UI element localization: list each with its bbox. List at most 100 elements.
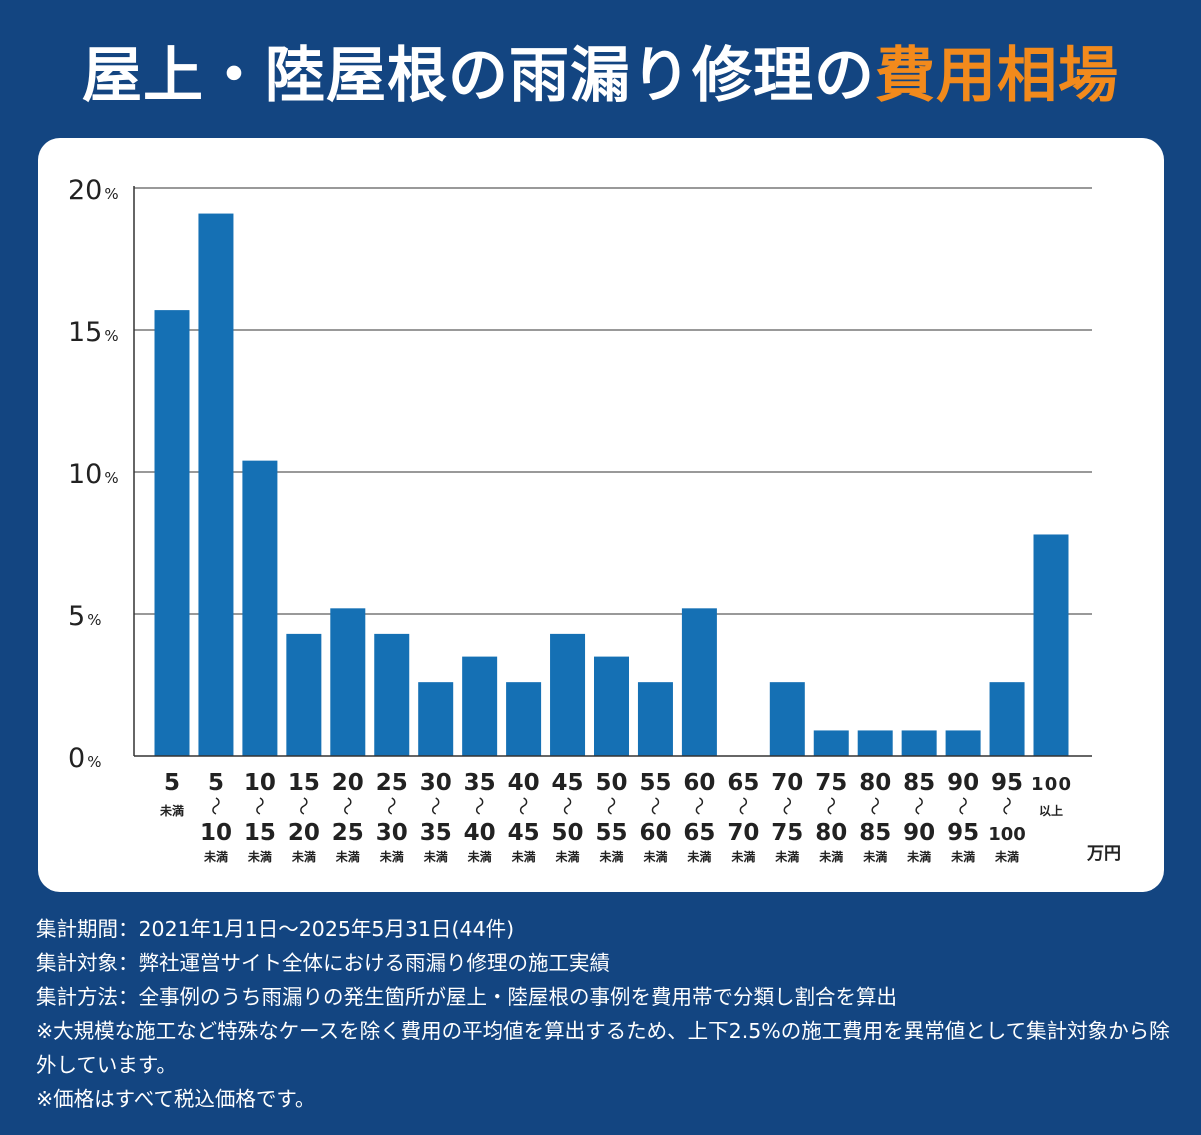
bar [989,682,1025,756]
x-tick-label-bottom: 35 [420,820,452,846]
range-connector [871,797,879,815]
x-tick-label-top: 25 [376,770,408,796]
bar [374,633,410,756]
bar [857,730,893,756]
x-tick-label-top: 35 [464,770,496,796]
note-period: 集計期間：2021年1月1日～2025年5月31日(44件) [36,917,515,941]
x-tick-note: 未満 [379,849,404,864]
bar [550,633,586,756]
range-connector [915,797,923,815]
notes: 集計期間：2021年1月1日～2025年5月31日(44件) 集計対象：弊社運営… [36,912,1176,1116]
range-connector [563,797,572,815]
range-connector [783,797,792,815]
x-tick-note: 未満 [203,849,228,864]
bar [945,730,981,756]
x-tick-note: 未満 [423,849,448,864]
x-tick-note: 未満 [642,849,667,864]
bar [681,608,717,756]
bar [154,310,190,756]
x-tick-note: 未満 [862,849,887,864]
bar [462,656,498,756]
chart-card: 0% 5% 10% 15% 20% 5 未満 5 10 未満 10 15 未満 15 20 未満 20 25 未満 2… [38,138,1164,892]
range-connector [212,797,220,815]
range-connector [256,797,264,815]
x-tick-note: 未満 [686,849,711,864]
x-tick-label-bottom: 30 [376,820,408,846]
x-tick-label-bottom: 60 [639,820,671,846]
bar [506,682,542,756]
x-tick-note: 以上 [1039,803,1063,818]
y-tick-unit: % [104,469,118,487]
x-tick-label-bottom: 10 [200,820,232,846]
x-tick-note: 未満 [774,849,799,864]
x-tick-label-top: 5 [208,770,224,796]
x-tick-note: 未満 [818,849,843,864]
range-connector [300,797,308,815]
x-tick-note: 未満 [555,849,580,864]
x-tick-label-bottom: 40 [464,820,496,846]
range-connector [607,797,616,815]
y-tick-label: 15% [68,317,119,348]
x-tick-label-bottom: 25 [332,820,364,846]
range-connector [959,797,967,815]
x-tick-label-top: 55 [639,770,671,796]
x-tick-label-top: 50 [595,770,627,796]
title-main: 屋上・陸屋根の雨漏り修理の [82,41,875,111]
bar [594,656,629,756]
range-connector [475,797,484,815]
x-tick-note: 未満 [598,849,623,864]
range-connector [519,797,528,815]
x-tick-label-top: 95 [991,770,1023,796]
x-tick-label-bottom: 90 [903,820,935,846]
note-tax: ※価格はすべて税込価格です。 [36,1087,316,1111]
y-tick-unit: % [104,185,118,203]
y-tick-unit: % [87,753,101,771]
x-tick-label-bottom: 15 [244,820,276,846]
x-tick-label-top: 90 [947,770,979,796]
x-tick-label-top: 30 [420,770,452,796]
x-tick-label-top: 20 [332,770,364,796]
x-tick-note: 未満 [906,849,931,864]
bar [769,682,805,756]
range-connector [431,797,440,815]
note-exclusion: ※大規模な施工など特殊なケースを除く費用の平均値を算出するため、上下2.5%の施… [36,1019,1170,1077]
x-tick-label-top: 100 [1031,774,1071,795]
x-tick-note: 未満 [247,849,272,864]
y-tick-label: 5% [68,601,101,632]
x-tick-label-bottom: 65 [683,820,715,846]
x-tick-note: 未満 [159,803,184,818]
bar [637,682,673,756]
bar [242,460,278,756]
note-target: 集計対象：弊社運営サイト全体における雨漏り修理の施工実績 [36,951,610,975]
y-tick-label: 0% [68,743,101,774]
x-tick-label-top: 15 [288,770,320,796]
x-tick-note: 未満 [335,849,360,864]
x-tick-note: 未満 [511,849,536,864]
x-tick-label-top: 75 [815,770,847,796]
x-tick-label-top: 60 [683,770,715,796]
y-tick-unit: % [87,611,101,629]
range-connector [739,797,748,815]
range-connector [827,797,835,815]
x-tick-label-bottom: 50 [552,820,584,846]
x-unit-label: 万円 [1086,844,1121,864]
x-tick-label-top: 65 [727,770,759,796]
x-tick-label-top: 5 [164,770,180,796]
bar-chart: 0 % 5 % 10 % 15 % 20 % 5 未満 5 10 未満 10 15 未満 15 20 未満 20 25 未満 2… [68,175,1121,864]
x-tick-label-bottom: 95 [947,820,979,846]
x-tick-label-top: 45 [552,770,584,796]
x-tick-note: 未満 [950,849,975,864]
x-tick-label-bottom: 55 [595,820,627,846]
x-tick-label-top: 10 [244,770,276,796]
x-tick-note: 未満 [291,849,316,864]
x-tick-label-top: 40 [508,770,540,796]
range-connector [344,797,352,815]
x-tick-label-bottom: 45 [508,820,540,846]
x-tick-label-top: 70 [771,770,803,796]
y-tick-unit: % [104,327,118,345]
x-tick-label-top: 85 [903,770,935,796]
range-connector [695,797,704,815]
x-tick-label-bottom: 70 [727,820,759,846]
page-title: 屋上・陸屋根の雨漏り修理の費用相場 [0,36,1201,116]
x-tick-label-top: 80 [859,770,891,796]
